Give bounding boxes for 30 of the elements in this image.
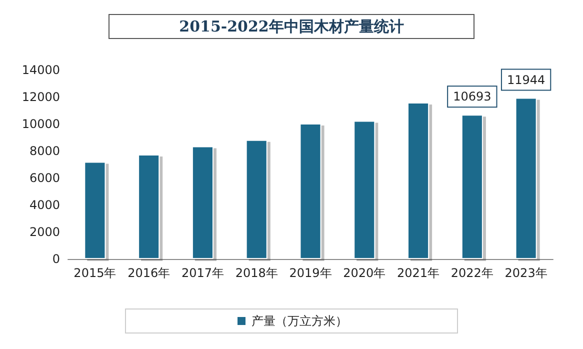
x-tick-label: 2020年 [343,266,386,280]
y-tick-label: 12000 [22,90,60,104]
bar [354,120,376,259]
data-label: 11944 [506,72,546,87]
x-tick-label: 2017年 [181,266,224,280]
y-tick-label: 14000 [22,63,60,77]
y-tick-label: 2000 [29,225,60,239]
bar [138,154,160,259]
x-tick-label: 2015年 [74,266,116,280]
data-label: 10693 [453,90,492,104]
bar [300,123,322,259]
legend-label: 产量（万立方米） [252,314,348,328]
x-tick-label: 2022年 [450,266,494,280]
x-tick-label: 2021年 [397,266,440,280]
y-tick-label: 6000 [29,171,60,185]
y-tick-label: 0 [52,252,60,266]
bar [192,146,214,259]
x-tick-label: 2023年 [504,266,548,280]
bar [461,114,483,259]
y-tick-label: 4000 [29,198,60,212]
bar [515,98,537,259]
x-tick-label: 2019年 [289,266,332,280]
bar [246,140,268,259]
x-tick-label: 2016年 [128,266,170,280]
y-tick-label: 8000 [29,144,60,158]
bar [408,102,430,259]
bar [84,162,106,259]
y-tick-label: 10000 [22,117,60,131]
x-tick-label: 2018年 [235,266,278,280]
chart-title: 2015-2022年中国木材产量统计 [179,18,404,36]
